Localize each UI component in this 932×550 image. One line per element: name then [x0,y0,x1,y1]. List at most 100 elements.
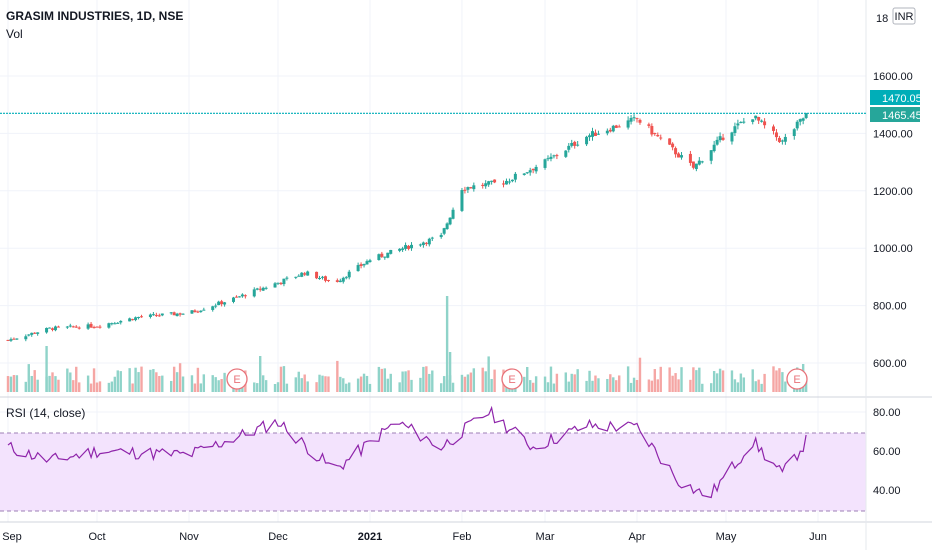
volume-bar [689,379,692,392]
volume-bar [300,378,303,392]
candle-body [30,332,34,335]
candle-body [469,187,473,189]
volume-bar [152,369,155,392]
candle-body [315,271,319,279]
candle-body [593,132,597,136]
candle-body [472,185,476,190]
volume-bar [555,373,559,392]
candle-body [273,283,277,288]
earnings-badge-circle [226,368,248,390]
candle-body [804,113,808,118]
candle-body [128,318,132,322]
time-axis-label: Oct [88,531,105,543]
volume-bar [543,376,547,392]
currency-button[interactable]: INR [892,7,916,25]
candle-body [306,271,310,276]
volume-bar [161,375,164,392]
time-axis-label: May [716,531,737,543]
volume-bar [113,376,117,392]
earnings-badge-text: E [793,374,800,386]
volume-bar [214,377,217,392]
candle-body [585,136,589,145]
candle-body [783,136,787,142]
candle-body [576,144,580,146]
rsi-line [7,405,807,499]
candle-body [507,181,511,183]
candle-body [531,168,535,171]
candle-body [742,121,746,123]
volume-bar [552,383,556,392]
volume-bar [110,381,114,392]
volume-bar [383,368,387,392]
volume-bar [294,377,298,392]
rsi-axis-label: 60.00 [873,446,901,458]
candle-body [68,325,72,327]
volume-bar [674,373,677,392]
candle-body [650,125,654,135]
candle-body [398,248,402,251]
volume-bar [656,379,659,392]
candle-body [169,312,173,314]
volume-bar [223,372,226,392]
volume-bar [576,369,579,392]
volume-bar [428,373,431,392]
volume-bar [668,367,671,392]
volume-bar [448,352,452,392]
volume-bar [178,363,182,392]
volume-bar [134,367,137,392]
volume-bar [650,380,654,392]
candle-body [344,277,348,279]
price-axis-label: 1200.00 [873,186,913,198]
level-price-tag-box [870,90,920,105]
volume-bar [190,375,194,392]
volume-bar [12,375,16,392]
volume-bar [523,376,526,392]
volume-bar [128,368,131,392]
candle-body [359,264,363,266]
volume-bar [804,380,808,392]
volume-bar [398,382,401,392]
candle-body [588,135,592,138]
volume-bar [647,379,651,392]
candle-body [504,180,508,185]
candles [6,112,808,342]
volume-bar [339,376,342,392]
volume-bar [116,370,119,392]
volume-bar [175,372,179,392]
candle-body [430,237,434,239]
candle-body [282,278,286,285]
candle-body [638,119,642,123]
candle-body [137,316,141,318]
candle-body [181,313,185,315]
candle-body [318,278,322,280]
volume-bar [365,375,369,392]
candle-body [211,306,215,310]
candle-body [113,323,117,325]
candle-body [157,315,161,317]
candle-body [564,150,568,157]
volume-bar [594,375,597,392]
candle-body [528,170,532,173]
earnings-marker[interactable]: E [786,368,808,390]
candle-body [377,254,381,261]
earnings-marker[interactable]: E [501,368,523,390]
volume-bar [546,382,550,392]
volume-bar [297,371,300,392]
time-axis-label: Jun [809,531,827,543]
candle-body [733,126,737,133]
volume-bar [680,367,683,392]
candle-body [421,242,425,246]
candle-body [626,120,630,128]
earnings-marker[interactable]: E [226,368,248,390]
volume-bar [149,369,152,392]
currency-label: INR [895,11,914,23]
volume-bar [442,376,446,392]
candle-body [15,338,19,340]
volume-bar [75,366,78,392]
candle-body [629,117,633,122]
volume-bar [615,380,618,392]
volume-bar [715,373,719,392]
candle-body [231,297,235,302]
candle-body [285,277,289,279]
